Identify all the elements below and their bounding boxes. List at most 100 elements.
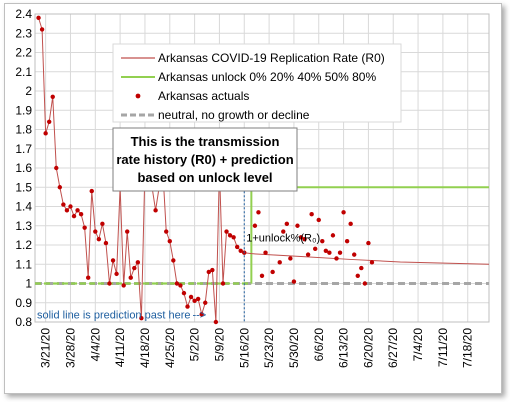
- r0-point: [135, 260, 141, 265]
- actuals-point: [298, 235, 304, 240]
- actuals-point: [327, 250, 332, 255]
- r0-point: [39, 27, 45, 32]
- x-tick-label: 5/30/20: [287, 328, 301, 368]
- callout-line-3: based on unlock level: [137, 170, 272, 185]
- y-tick-label: 0.9: [15, 296, 32, 310]
- series-actuals: [252, 210, 375, 286]
- r0-point: [61, 202, 66, 207]
- y-tick-label: 2.2: [15, 46, 32, 60]
- x-tick-label: 3/28/20: [63, 328, 77, 368]
- y-tick-label: 1.9: [15, 103, 32, 117]
- callout-line-2: rate history (R0) + prediction: [116, 152, 293, 167]
- actuals-point: [302, 237, 307, 242]
- y-tick-label: 1.4: [15, 200, 32, 214]
- x-tick-label: 6/27/20: [386, 328, 400, 368]
- legend-item-unlock: Arkansas unlock 0% 20% 40% 50% 80%: [158, 70, 376, 84]
- r0-point: [68, 204, 73, 209]
- y-tick-label: 2.4: [15, 7, 32, 21]
- actuals-point: [341, 210, 346, 215]
- r0-point: [188, 294, 194, 300]
- actuals-point: [252, 223, 258, 228]
- r0-point: [139, 315, 144, 321]
- x-tick-label: 5/16/20: [237, 328, 251, 368]
- x-tick-label: 5/23/20: [262, 328, 276, 368]
- r0-point: [213, 319, 219, 325]
- actuals-point: [256, 210, 261, 215]
- r0-point: [121, 283, 126, 288]
- r0-point: [153, 208, 158, 213]
- r0-point: [107, 281, 112, 286]
- r0-point: [46, 119, 52, 125]
- callout-line-1: This is the transmission: [131, 134, 280, 149]
- y-tick-label: 1.8: [15, 123, 32, 137]
- actuals-point: [352, 252, 357, 257]
- x-tick-label: 4/18/20: [138, 328, 152, 368]
- actuals-point: [270, 269, 275, 275]
- x-tick-label: 6/13/20: [337, 328, 351, 368]
- solid-line-note-arrow: -->: [192, 309, 206, 321]
- actuals-point: [305, 252, 311, 257]
- r0-point: [227, 233, 233, 238]
- actuals-point: [320, 238, 325, 244]
- r0-point: [64, 208, 70, 213]
- r0-point: [238, 248, 243, 253]
- r0-chart: 0.8 0.9 1 1.1 1.2 1.3 1.4 1.5 1.6 1.7 1.8 1.9 2 2.1 2.…: [5, 4, 501, 393]
- r0-point: [164, 229, 169, 234]
- r0-point: [203, 300, 208, 305]
- actuals-point: [355, 273, 360, 278]
- r0-point: [71, 213, 77, 219]
- r0-point: [103, 240, 109, 246]
- y-tick-label: 1.2: [15, 238, 32, 252]
- y-tick-label: 1.5: [15, 180, 32, 194]
- actuals-point: [337, 250, 343, 255]
- r0-point: [178, 283, 183, 288]
- actuals-point: [362, 281, 368, 286]
- r0-point: [195, 296, 201, 302]
- r0-point: [93, 229, 98, 234]
- r0-point: [128, 275, 133, 280]
- r0-point: [36, 15, 41, 21]
- r0-point: [75, 208, 80, 213]
- x-tick-label: 4/25/20: [163, 328, 177, 368]
- callout-box: [112, 127, 298, 192]
- r0-point: [86, 275, 91, 280]
- actuals-point: [263, 250, 268, 255]
- r0-point: [231, 235, 236, 240]
- legend: Arkansas COVID-19 Replication Rate (R0) …: [112, 43, 402, 123]
- x-tick-label: 7/4/20: [411, 328, 425, 362]
- r0-point: [192, 298, 197, 304]
- r0-point: [199, 312, 204, 317]
- r0-point: [224, 229, 229, 234]
- x-tick-label: 7/18/20: [461, 328, 475, 368]
- r0-point: [43, 131, 48, 136]
- r0-point: [57, 185, 63, 190]
- plot-area-border: [34, 13, 490, 323]
- actuals-point: [281, 229, 286, 234]
- actuals-point: [323, 248, 329, 253]
- actuals-point: [369, 260, 375, 265]
- legend-box: [112, 43, 402, 123]
- r0-point: [206, 269, 211, 275]
- r0-point: [110, 258, 116, 263]
- r0-point: [210, 267, 215, 273]
- r0-point: [50, 94, 55, 99]
- r0-point: [54, 165, 59, 171]
- y-tick-label: 2.1: [15, 65, 32, 79]
- r0-point: [234, 244, 240, 250]
- r0-point: [174, 281, 180, 286]
- actuals-point: [366, 240, 371, 246]
- x-tick-label: 5/2/20: [188, 328, 202, 362]
- x-tick-label: 6/20/20: [361, 328, 375, 368]
- actuals-point: [344, 238, 350, 244]
- r0-point: [181, 290, 187, 296]
- x-tick-label: 6/6/20: [312, 328, 326, 362]
- actuals-point: [334, 256, 339, 261]
- y-tick-label: 2: [25, 84, 32, 98]
- legend-item-actuals: Arkansas actuals: [158, 89, 249, 103]
- y-tick-label: 0.8: [15, 315, 32, 329]
- y-tick-label: 1.7: [15, 142, 32, 156]
- r0-point: [82, 225, 87, 230]
- y-axis: 0.8 0.9 1 1.1 1.2 1.3 1.4 1.5 1.6 1.7 1.8 1.9 2 2.1 2.…: [15, 7, 32, 329]
- x-tick-label: 5/9/20: [212, 328, 226, 362]
- r0-point: [125, 229, 130, 234]
